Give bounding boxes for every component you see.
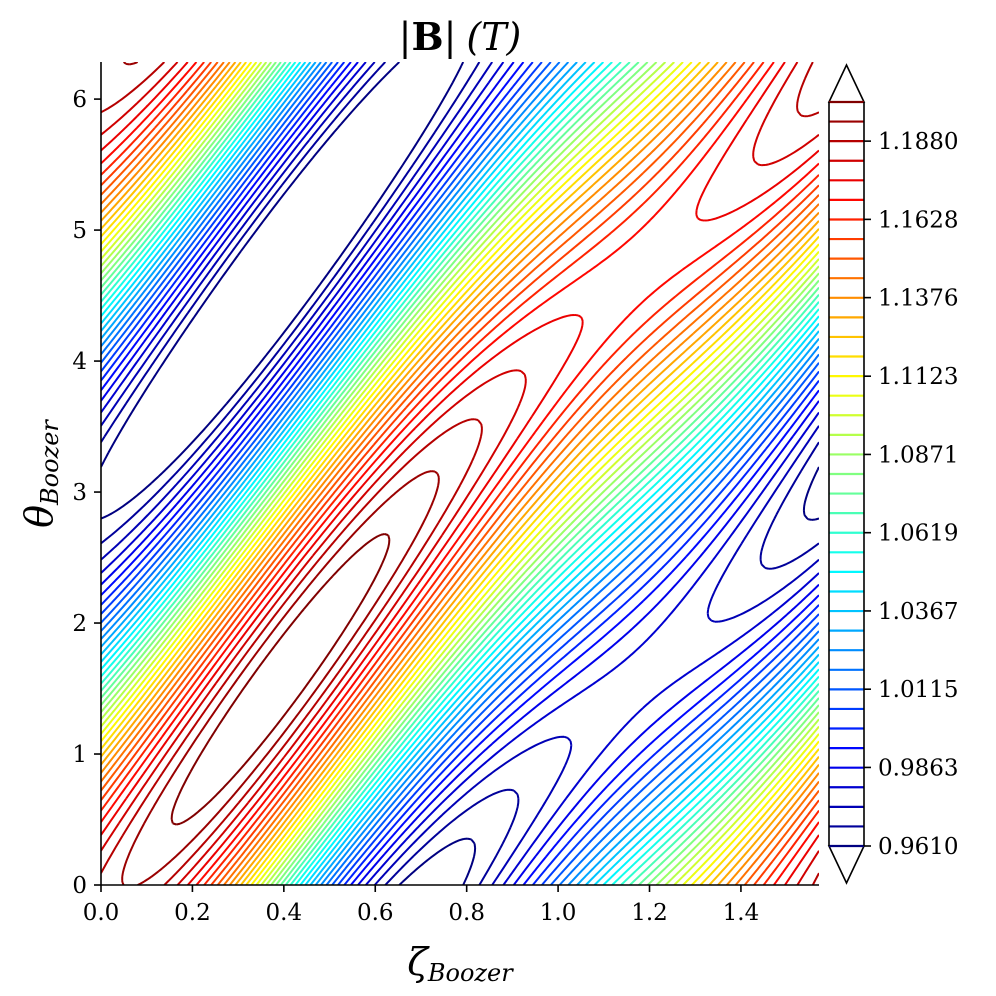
contour-line [101, 62, 819, 885]
contour-line [101, 62, 819, 885]
x-tick-label: 0.8 [448, 900, 485, 926]
contour-line [101, 62, 819, 885]
x-axis-label: ζBoozer [407, 940, 514, 987]
colorbar-tick-label: 0.9863 [878, 755, 958, 781]
x-tick-label: 0.4 [266, 900, 303, 926]
x-axis-ticks: 0.0 0.2 0.4 0.6 0.8 1.0 1.2 1.4 [83, 885, 760, 926]
y-axis-label-subscript: Boozer [36, 419, 64, 506]
x-tick-label: 0.0 [83, 900, 120, 926]
y-tick-label: 1 [72, 742, 87, 768]
y-tick-label: 3 [72, 480, 87, 506]
colorbar-tick-label: 1.0367 [878, 599, 958, 625]
contour-line [101, 62, 819, 885]
y-tick-label: 2 [72, 611, 87, 637]
x-tick-label: 0.6 [357, 900, 394, 926]
contour-line [101, 62, 819, 885]
colorbar-tick-label: 1.0619 [878, 521, 958, 547]
contour-line [101, 62, 819, 885]
x-tick-label: 1.4 [723, 900, 760, 926]
x-axis-label-symbol: ζ [407, 940, 430, 984]
contour-line [101, 62, 819, 885]
contour-line [101, 62, 819, 885]
colorbar-frame [828, 102, 865, 846]
colorbar: 0.9610 0.9863 1.0115 1.0367 1.0619 1.0871 1.11… [827, 63, 958, 885]
contour-line [101, 62, 819, 885]
contour-line [170, 533, 391, 826]
colorbar-extend-min [827, 845, 866, 885]
contour-line [121, 62, 440, 885]
y-axis-ticks: 0 1 2 3 4 5 6 [72, 87, 101, 899]
contour-line [101, 62, 819, 885]
chart-title: |B| (T) [399, 14, 522, 59]
colorbar-tick-label: 1.1628 [878, 207, 958, 233]
contour-line [101, 62, 819, 885]
contour-line [101, 62, 819, 885]
colorbar-tick-label: 1.1376 [878, 286, 958, 312]
contour-lines [101, 62, 819, 885]
contour-line [101, 62, 819, 885]
contour-line [101, 62, 819, 885]
title-symbol: B [411, 14, 443, 59]
contour-line [101, 62, 819, 885]
colorbar-tick-label: 0.9610 [878, 834, 958, 860]
contour-line [101, 62, 819, 885]
title-unit: (T) [466, 15, 521, 59]
colorbar-tick-label: 1.1123 [878, 364, 958, 390]
colorbar-tick-label: 1.0871 [878, 442, 958, 468]
title-bar-right: | [444, 15, 457, 59]
title-bar-left: | [399, 15, 412, 59]
y-axis-label-symbol: θ [17, 505, 61, 528]
y-tick-label: 4 [72, 349, 87, 375]
y-axis-label: θBoozer [17, 419, 64, 528]
y-tick-label: 0 [72, 873, 87, 899]
y-tick-label: 6 [72, 87, 87, 113]
y-tick-label: 5 [72, 218, 87, 244]
contour-line [101, 62, 819, 885]
colorbar-extend-max [827, 63, 866, 103]
contour-line [101, 62, 819, 885]
colorbar-tick-label: 1.0115 [878, 677, 958, 703]
contour-line [101, 62, 819, 885]
colorbar-tick-label: 1.1880 [878, 129, 958, 155]
contour-line [101, 62, 819, 885]
x-axis-label-subscript: Boozer [427, 959, 514, 987]
x-tick-label: 1.2 [631, 900, 668, 926]
x-tick-label: 0.2 [174, 900, 211, 926]
contour-line [101, 62, 819, 885]
x-tick-label: 1.0 [540, 900, 577, 926]
contour-line [101, 62, 819, 885]
